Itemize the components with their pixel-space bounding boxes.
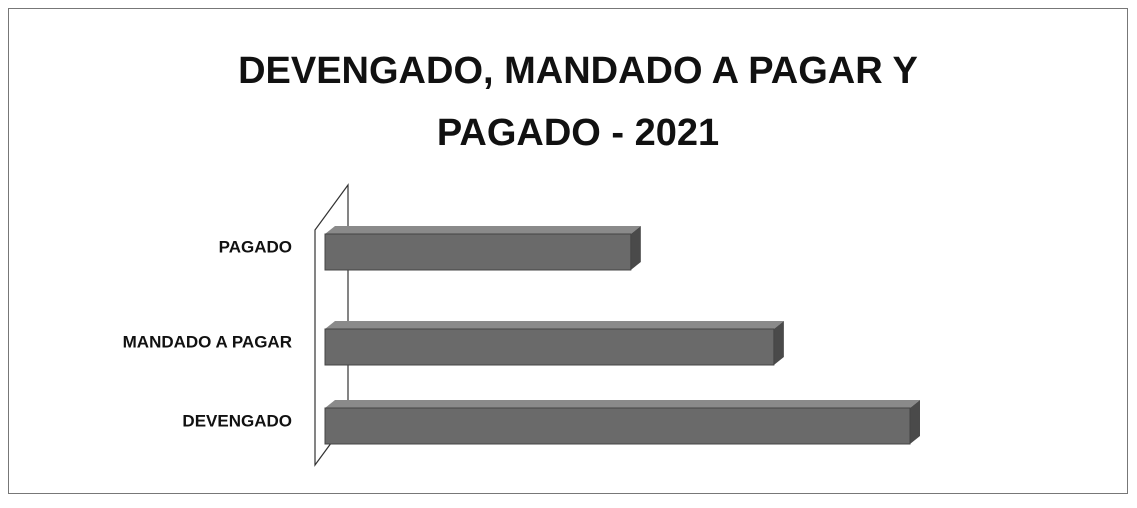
bar-end <box>630 226 641 270</box>
y-tick-label: PAGADO <box>219 237 292 256</box>
bar-top <box>325 321 784 329</box>
bar-top <box>325 226 641 234</box>
y-tick-label: MANDADO A PAGAR <box>123 332 292 351</box>
bar <box>324 233 632 271</box>
y-tick-label: DEVENGADO <box>182 411 292 430</box>
bar-end <box>910 400 920 444</box>
chart-title: DEVENGADO, MANDADO A PAGAR Y PAGADO - 20… <box>238 50 918 154</box>
bar <box>324 328 775 366</box>
bar <box>324 407 911 445</box>
bar-top <box>325 400 920 408</box>
bar-end <box>773 321 784 365</box>
chart-frame <box>8 8 1128 494</box>
